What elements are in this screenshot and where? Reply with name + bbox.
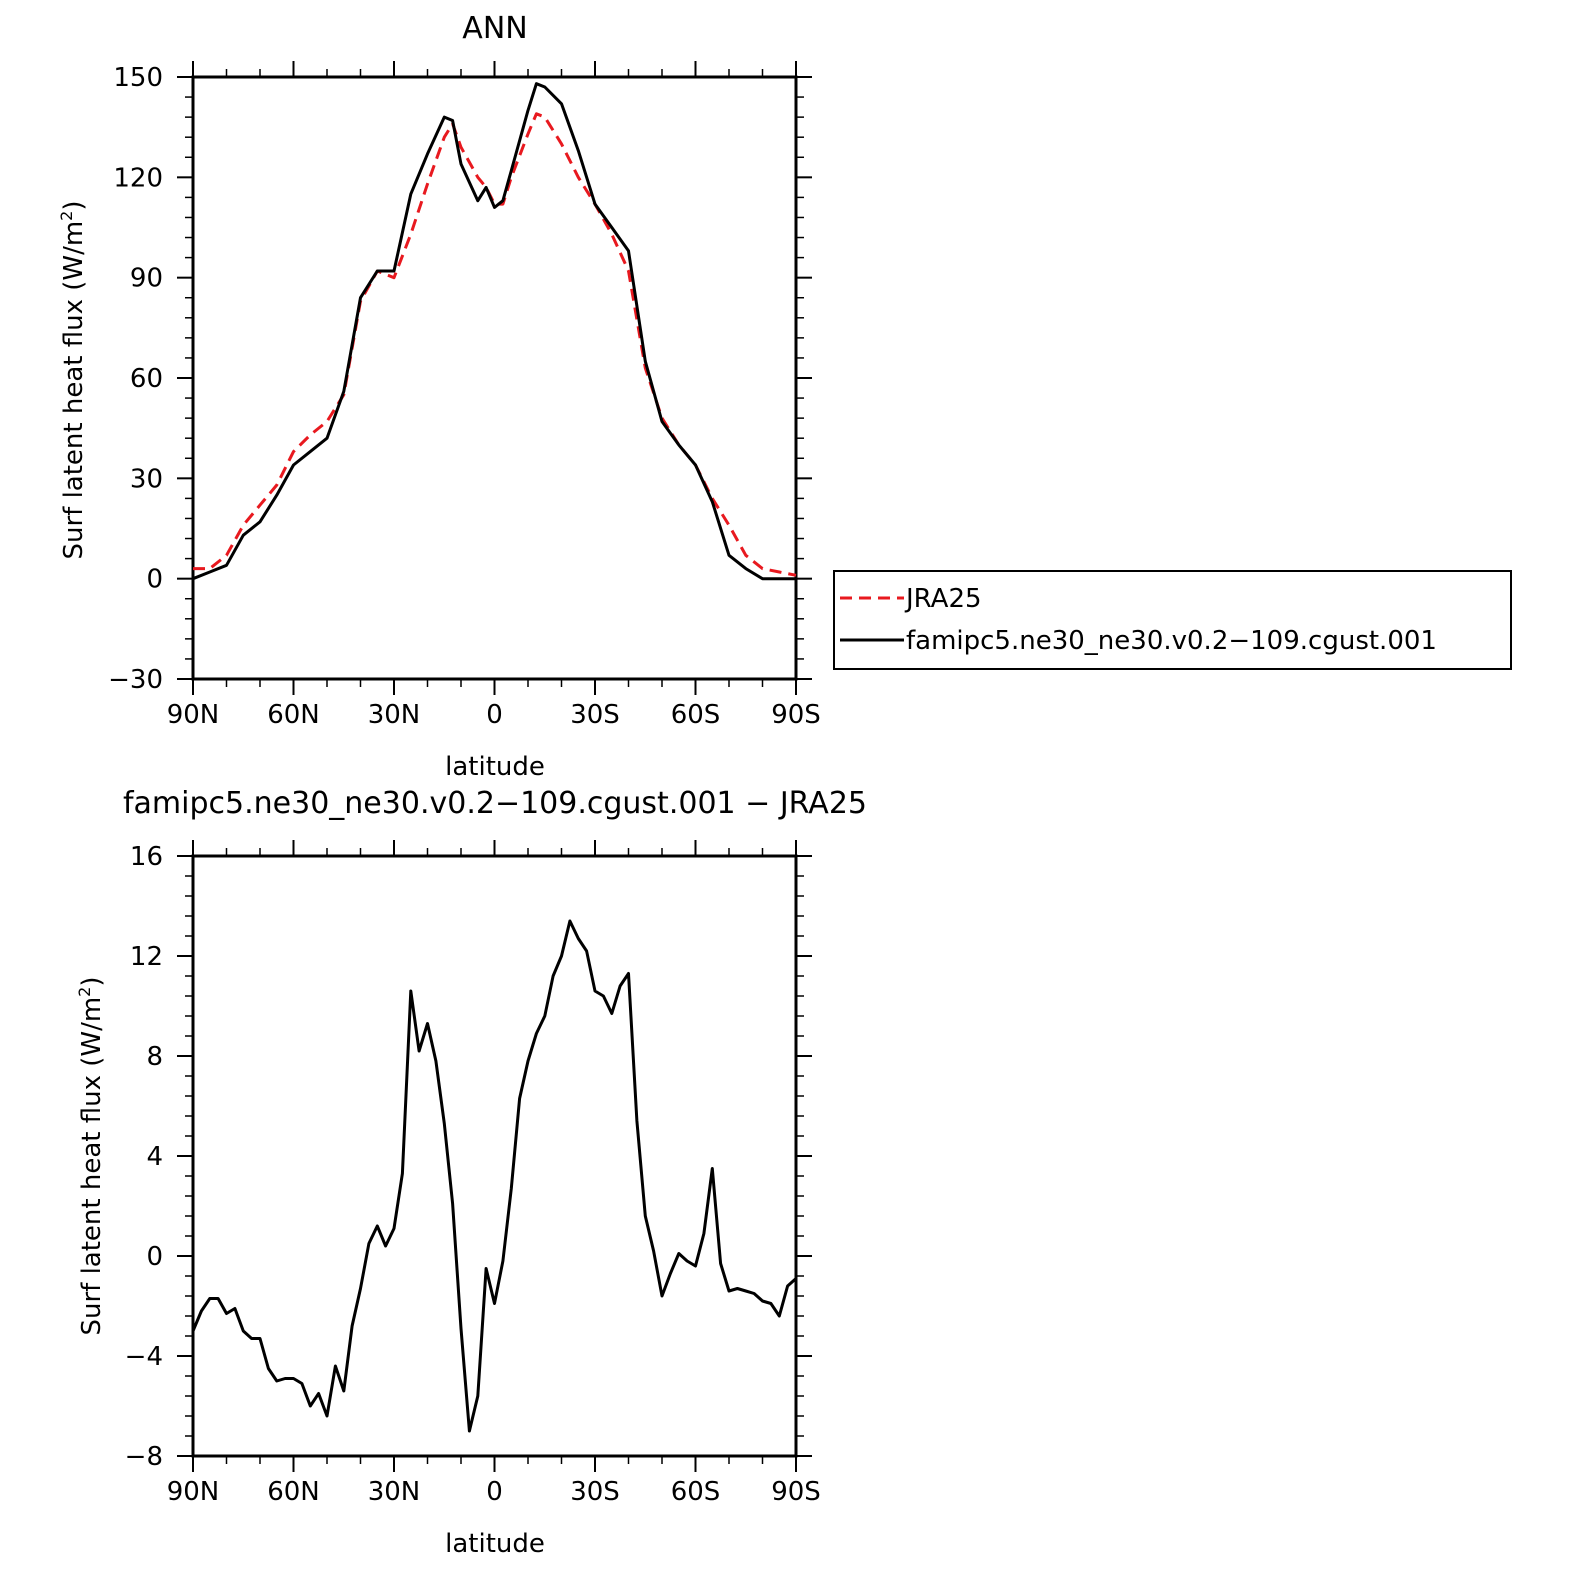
panel-difference: famipc5.ne30_ne30.v0.2−109.cgust.001 − J… xyxy=(75,786,867,1559)
legend-label-jra25: JRA25 xyxy=(904,584,982,614)
y-tick-label: 0 xyxy=(146,565,163,595)
series-line-model xyxy=(192,82,796,581)
legend: JRA25 famipc5.ne30_ne30.v0.2−109.cgust.0… xyxy=(833,570,1512,670)
y-tick-label: 90 xyxy=(130,264,163,294)
x-tick-label: 0 xyxy=(486,1477,503,1507)
series-line-model xyxy=(191,919,797,1433)
y-tick-label: −8 xyxy=(125,1442,163,1472)
y-tick-label: 60 xyxy=(130,364,163,394)
x-tick-label: 60S xyxy=(671,700,721,730)
x-tick-label: 30S xyxy=(570,1477,620,1507)
plot-frame xyxy=(191,854,798,1458)
y-tick-label: −30 xyxy=(108,665,163,695)
x-axis-title: latitude xyxy=(445,752,545,782)
series-lines xyxy=(191,919,797,1433)
y-axis-title-sup: 2 xyxy=(57,211,76,221)
y-axis-title-end: ) xyxy=(77,976,107,986)
y-tick-label: 30 xyxy=(130,464,163,494)
plot-title: ANN xyxy=(462,11,527,46)
x-tick-label: 60S xyxy=(671,1477,721,1507)
y-tick-label: 16 xyxy=(130,842,163,872)
y-tick-label: 0 xyxy=(146,1242,163,1272)
x-tick-label: 30N xyxy=(368,1477,421,1507)
y-tick-label: −4 xyxy=(125,1342,163,1372)
x-axis-ticks: 90N 60N 30N 0 30S 60S 90S xyxy=(167,840,821,1507)
plot-frame xyxy=(191,75,798,681)
x-tick-label: 60N xyxy=(267,1477,320,1507)
y-tick-label: 150 xyxy=(113,63,163,93)
y-axis-title-end: ) xyxy=(59,200,89,210)
y-axis-title: Surf latent heat flux (W/m2) xyxy=(57,200,89,559)
x-tick-label: 90S xyxy=(771,700,821,730)
panel-annual-mean: ANN −30 0 30 60 90 120 150 90N 60N 30N 0 30S 60S 90S… xyxy=(57,11,821,782)
x-tick-label: 60N xyxy=(267,700,320,730)
series-lines xyxy=(192,82,797,581)
y-tick-label: 4 xyxy=(146,1142,163,1172)
x-tick-label: 30S xyxy=(570,700,620,730)
y-tick-label: 12 xyxy=(130,942,163,972)
x-axis-title: latitude xyxy=(445,1529,545,1559)
x-tick-label: 90N xyxy=(167,700,220,730)
legend-box xyxy=(833,570,1512,670)
y-axis-ticks: −8 −4 0 4 8 12 16 xyxy=(125,842,812,1472)
x-tick-label: 0 xyxy=(486,700,503,730)
y-axis-title-main: Surf latent heat flux (W/m xyxy=(77,997,107,1336)
x-axis-ticks: 90N 60N 30N 0 30S 60S 90S xyxy=(167,61,821,730)
y-axis-title-main: Surf latent heat flux (W/m xyxy=(59,221,89,560)
y-axis-ticks: −30 0 30 60 90 120 150 xyxy=(108,63,812,695)
y-axis-title-sup: 2 xyxy=(75,987,94,997)
legend-label-model: famipc5.ne30_ne30.v0.2−109.cgust.001 xyxy=(906,626,1437,656)
y-tick-label: 8 xyxy=(146,1042,163,1072)
x-tick-label: 90S xyxy=(771,1477,821,1507)
x-tick-label: 90N xyxy=(167,1477,220,1507)
y-tick-label: 120 xyxy=(113,163,163,193)
y-axis-title: Surf latent heat flux (W/m2) xyxy=(75,976,107,1335)
x-tick-label: 30N xyxy=(368,700,421,730)
series-line-jra25 xyxy=(193,112,797,577)
plot-title: famipc5.ne30_ne30.v0.2−109.cgust.001 − J… xyxy=(123,786,867,821)
